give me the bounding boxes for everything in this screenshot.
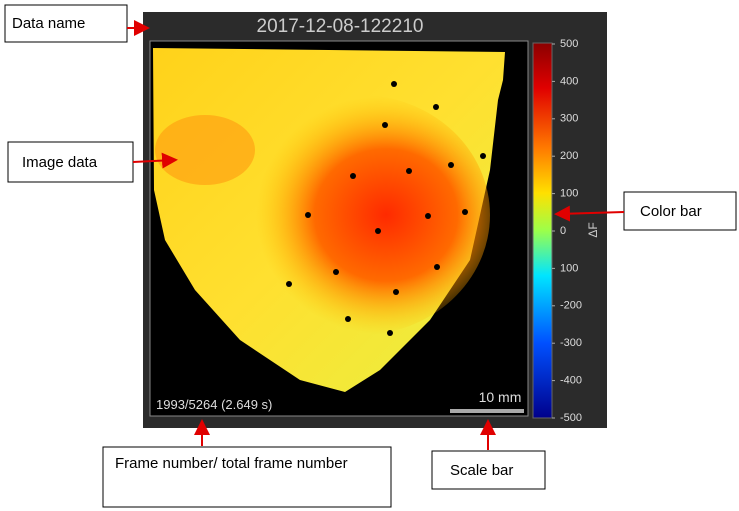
scale-bar-label: 10 mm (479, 389, 522, 405)
annotation: Frame number/ total frame number (115, 455, 348, 472)
frame-info: 1993/5264 (2.649 s) (156, 397, 272, 412)
annotation-box (4, 4, 128, 43)
tick-label: -300 (560, 337, 582, 349)
annotation-box (102, 446, 392, 508)
tick-label: 0 (560, 225, 566, 237)
color-bar-label: ΔF (586, 222, 600, 237)
tick-label: 200 (560, 150, 578, 162)
markers (286, 81, 486, 336)
tick-label: 300 (560, 113, 578, 125)
tick-label: -200 (560, 300, 582, 312)
annotation-box (623, 191, 737, 231)
data-title: 2017-12-08-122210 (257, 16, 424, 37)
annotation-box (431, 450, 546, 490)
tick-label: 100 (560, 188, 578, 200)
annotation: Scale bar (450, 462, 513, 479)
tick-label: -400 (560, 375, 582, 387)
color-bar (532, 42, 553, 419)
tick-label: 100 (560, 262, 578, 274)
annotation: Image data (22, 154, 98, 171)
annotation-box (7, 141, 134, 183)
arrow (554, 205, 625, 222)
tick-label: 400 (560, 75, 578, 87)
arrow (132, 152, 178, 169)
annotation-wrap: Frame number/ total frame number (115, 455, 348, 472)
annotation: Data name (12, 15, 85, 32)
color-bar-ticks: 500 400 300 200 100 0 100 -200 -300 -400 -500 (552, 38, 582, 424)
tick-label: -500 (560, 412, 582, 424)
heat-region (230, 95, 490, 335)
annotation: Color bar (640, 203, 702, 220)
tick-label: 500 (560, 38, 578, 50)
heat-region (155, 115, 255, 185)
